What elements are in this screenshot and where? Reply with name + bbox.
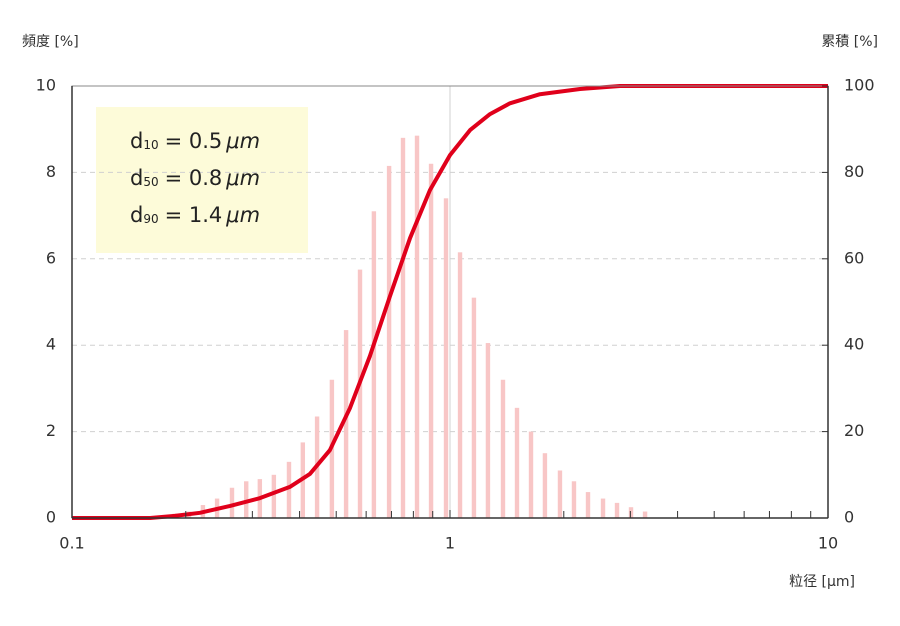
x-axis-label: 粒径 [µm] [789, 574, 855, 590]
bar [514, 407, 520, 518]
cumulative-line [72, 84, 828, 520]
bar [414, 135, 420, 518]
y2-tick-label: 80 [844, 162, 864, 181]
annotation-symbol: d [130, 129, 143, 153]
bar [229, 487, 235, 518]
y2-tick-label: 100 [844, 76, 875, 95]
bar [485, 343, 491, 518]
y2-axis-label: 累積 [%] [821, 34, 878, 50]
bar [628, 507, 634, 518]
annotation: d90 = 1.4 μm [130, 203, 260, 227]
bar [571, 481, 577, 518]
bar [428, 163, 434, 518]
y2-tick-label: 20 [844, 421, 864, 440]
y-tick-label: 10 [36, 76, 56, 95]
y-tick-label: 8 [46, 162, 56, 181]
bar [542, 453, 548, 518]
bar [286, 461, 292, 518]
bar [471, 297, 477, 518]
annotation-subscript: 50 [143, 175, 158, 189]
bar [600, 498, 606, 518]
bar [400, 137, 406, 518]
annotation-subscript: 10 [143, 138, 158, 152]
y-tick-label: 2 [46, 421, 56, 440]
y-tick-label: 6 [46, 248, 56, 267]
y2-tick-label: 0 [844, 508, 854, 527]
bar [357, 269, 363, 518]
annotation-unit: μm [225, 203, 260, 227]
y-axis-label: 頻度 [%] [22, 34, 79, 50]
bar [557, 470, 563, 518]
annotation-symbol: d [130, 203, 143, 227]
bar [343, 330, 349, 518]
annotation-text: = 1.4 [165, 203, 223, 227]
x-tick-label: 1 [445, 534, 455, 553]
annotation: d10 = 0.5 μm [130, 129, 260, 153]
bar [371, 211, 377, 518]
x-tick-label: 0.1 [59, 534, 84, 553]
annotation-text: = 0.5 [165, 129, 223, 153]
bar [457, 252, 463, 518]
annotation: d50 = 0.8 μm [130, 166, 260, 190]
annotation-unit: μm [225, 166, 260, 190]
bar [271, 474, 277, 518]
annotation-text: = 0.8 [165, 166, 223, 190]
bar [614, 502, 620, 518]
annotation-symbol: d [130, 166, 143, 190]
bar [386, 165, 392, 519]
y2-tick-label: 40 [844, 335, 864, 354]
bar [528, 431, 534, 518]
x-tick-label: 10 [818, 534, 838, 553]
bar [500, 379, 506, 518]
annotation-unit: μm [225, 129, 260, 153]
annotation-box [96, 107, 308, 253]
bar [443, 198, 449, 518]
y-tick-label: 4 [46, 335, 56, 354]
annotation-subscript: 90 [143, 212, 158, 226]
y2-tick-label: 60 [844, 248, 864, 267]
bar [642, 511, 648, 518]
bar [585, 492, 591, 518]
y-tick-label: 0 [46, 508, 56, 527]
